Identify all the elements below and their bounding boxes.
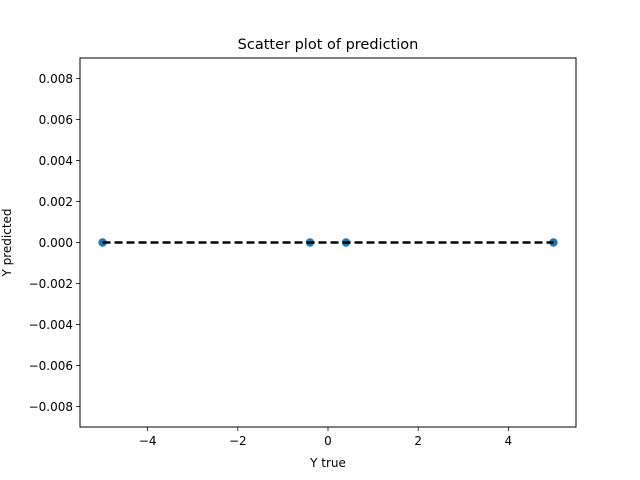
x-axis-ticks: −4 −2 0 2 4	[139, 427, 512, 448]
y-tick-label: 0.008	[39, 72, 73, 86]
y-tick-label: −0.006	[29, 359, 73, 373]
y-tick-label: 0.006	[39, 113, 73, 127]
chart-title: Scatter plot of prediction	[238, 37, 419, 53]
y-tick-label: −0.002	[29, 277, 73, 291]
x-axis-label: Y true	[309, 456, 346, 470]
x-tick-label: −2	[229, 434, 247, 448]
axes-frame	[79, 57, 577, 428]
plot-area	[98, 238, 558, 247]
y-axis-label: Y predicted	[0, 208, 14, 277]
y-tick-label: 0.000	[39, 236, 73, 250]
y-tick-label: 0.004	[39, 154, 73, 168]
y-tick-label: −0.008	[29, 400, 73, 414]
y-tick-label: −0.004	[29, 318, 73, 332]
x-tick-label: 0	[324, 434, 332, 448]
y-tick-label: 0.002	[39, 195, 73, 209]
x-tick-label: 4	[505, 434, 513, 448]
x-tick-label: 2	[414, 434, 422, 448]
y-axis-ticks: −0.008 −0.006 −0.004 −0.002 0.000 0.002 0.004 0…	[29, 72, 80, 414]
x-tick-label: −4	[139, 434, 157, 448]
